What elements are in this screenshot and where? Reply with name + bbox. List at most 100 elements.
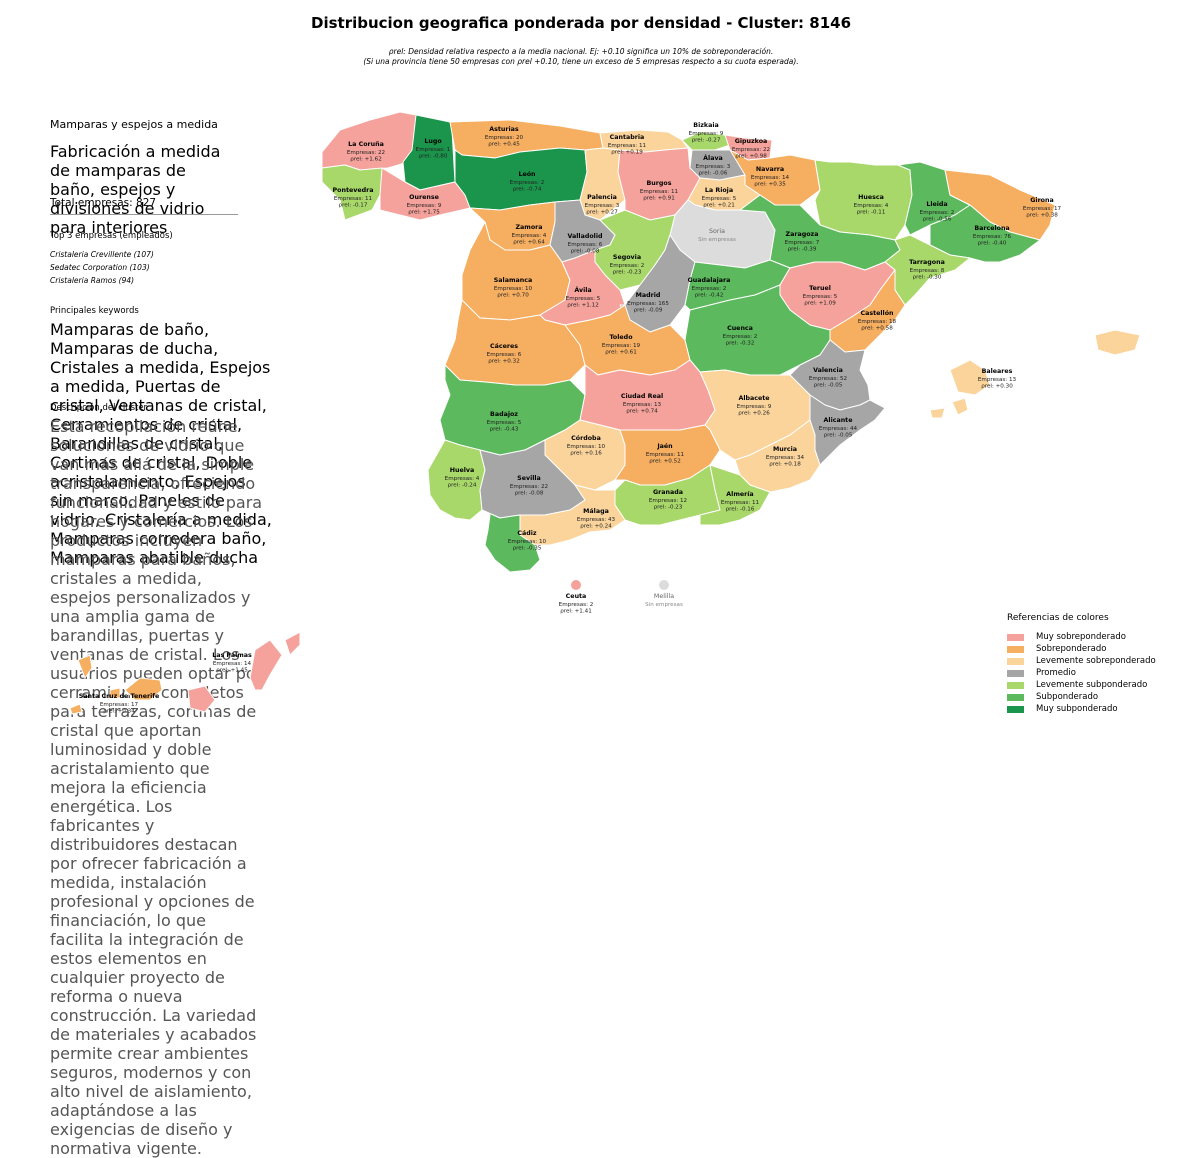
label-lugo: Lugo	[424, 138, 442, 145]
rho-las-palmas: ρrel: +1.45	[216, 668, 248, 674]
province-cadiz	[481, 509, 541, 573]
density-note-line-2: (Si una provincia tiene 50 empresas con …	[363, 57, 799, 66]
legend-label: Muy subponderado	[1036, 704, 1118, 714]
label-tarragona: Tarragona	[909, 259, 945, 266]
rho-ciudad-real: ρrel: +0.74	[626, 409, 658, 415]
count-ciudad-real: Empresas: 13	[623, 402, 662, 408]
legend-item: Promedio	[1007, 667, 1156, 679]
rho-zaragoza: ρrel: -0.39	[788, 247, 817, 253]
rho-huelva: ρrel: -0.24	[448, 483, 477, 489]
legend-label: Levemente sobreponderado	[1036, 656, 1156, 666]
label-bizkaia: Bizkaia	[693, 122, 718, 129]
rho-avila: ρrel: +1.12	[567, 303, 599, 309]
legend-item: Subponderado	[1007, 691, 1156, 703]
count-tarragona: Empresas: 8	[910, 268, 945, 274]
label-la-rioja: La Rioja	[705, 187, 733, 194]
count-avila: Empresas: 5	[566, 296, 601, 302]
label-sevilla: Sevilla	[517, 475, 541, 482]
label-barcelona: Barcelona	[974, 225, 1009, 232]
rho-valencia: ρrel: -0.05	[814, 383, 843, 389]
rho-huesca: ρrel: -0.11	[857, 210, 886, 216]
legend-item: Muy sobreponderado	[1007, 631, 1156, 643]
rho-la-coruna: ρrel: +1.62	[350, 157, 382, 163]
rho-cordoba: ρrel: +0.16	[570, 451, 602, 457]
count-burgos: Empresas: 11	[640, 189, 679, 195]
province-almeria	[699, 464, 771, 526]
count-las-palmas: Empresas: 14	[213, 661, 252, 667]
province-santa-cruz-de-tenerife-part-3	[109, 687, 121, 699]
count-malaga: Empresas: 43	[577, 517, 616, 523]
count-madrid: Empresas: 165	[627, 301, 669, 307]
rho-badajoz: ρrel: -0.43	[490, 427, 519, 433]
legend-label: Subponderado	[1036, 692, 1099, 702]
count-santa-cruz-de-tenerife: Empresas: 17	[100, 702, 139, 708]
rho-madrid: ρrel: -0.09	[634, 308, 663, 314]
legend-swatch	[1007, 645, 1024, 653]
count-ourense: Empresas: 9	[407, 203, 442, 209]
count-palencia: Empresas: 3	[585, 203, 620, 209]
province-ourense	[379, 167, 471, 221]
rho-bizkaia: ρrel: -0.27	[692, 138, 721, 144]
count-baleares: Empresas: 13	[978, 377, 1017, 383]
legend-item: Levemente subponderado	[1007, 679, 1156, 691]
province-las-palmas-part-3	[187, 685, 216, 713]
label-soria: Soria	[709, 228, 725, 235]
label-valladolid: Valladolid	[567, 233, 602, 240]
count-la-coruna: Empresas: 22	[347, 150, 385, 156]
label-las-palmas: Las Palmas	[212, 652, 252, 659]
rho-teruel: ρrel: +1.09	[804, 301, 836, 307]
count-castellon: Empresas: 18	[858, 319, 897, 325]
count-segovia: Empresas: 2	[610, 263, 645, 269]
province-santa-cruz-de-tenerife	[124, 677, 163, 701]
label-salamanca: Salamanca	[494, 277, 532, 284]
count-la-rioja: Empresas: 5	[702, 196, 737, 202]
legend-title: Referencias de colores	[1007, 613, 1109, 623]
rho-tarragona: ρrel: -0.30	[913, 275, 942, 281]
label-alicante: Alicante	[824, 417, 853, 424]
count-zamora: Empresas: 4	[512, 233, 547, 239]
count-cadiz: Empresas: 10	[508, 539, 547, 545]
count-cuenca: Empresas: 2	[723, 334, 758, 340]
count-teruel: Empresas: 5	[803, 294, 838, 300]
count-lleida: Empresas: 2	[920, 210, 955, 216]
count-granada: Empresas: 12	[649, 498, 687, 504]
count-valladolid: Empresas: 6	[568, 242, 603, 248]
province-palencia	[579, 147, 626, 221]
label-cadiz: Cádiz	[517, 529, 537, 537]
legend-swatch	[1007, 681, 1024, 689]
count-caceres: Empresas: 6	[487, 352, 522, 358]
legend-item: Sobreponderado	[1007, 643, 1156, 655]
rho-jaen: ρrel: +0.52	[649, 459, 681, 465]
rho-albacete: ρrel: +0.26	[738, 411, 770, 417]
label-baleares: Baleares	[982, 368, 1013, 375]
rho-murcia: ρrel: +0.18	[769, 462, 801, 468]
count-soria: Sin empresas	[698, 237, 736, 243]
count-huelva: Empresas: 4	[445, 476, 480, 482]
rho-toledo: ρrel: +0.61	[605, 350, 637, 356]
rho-granada: ρrel: -0.23	[654, 505, 683, 511]
province-melilla	[659, 580, 669, 590]
count-zaragoza: Empresas: 7	[785, 240, 820, 246]
rho-caceres: ρrel: +0.32	[488, 359, 520, 365]
label-avila: Ávila	[574, 285, 591, 294]
province-pontevedra	[321, 164, 389, 221]
rho-pontevedra: ρrel: -0.17	[339, 203, 368, 209]
label-teruel: Teruel	[809, 285, 831, 292]
rho-la-rioja: ρrel: +0.21	[703, 203, 735, 209]
label-toledo: Toledo	[609, 334, 633, 341]
legend-item: Levemente sobreponderado	[1007, 655, 1156, 667]
rho-navarra: ρrel: +0.35	[754, 182, 786, 188]
count-girona: Empresas: 17	[1023, 206, 1062, 212]
rho-burgos: ρrel: +0.91	[643, 196, 675, 202]
rho-barcelona: ρrel: -0.40	[978, 241, 1007, 247]
label-castellon: Castellón	[860, 309, 893, 317]
count-badajoz: Empresas: 5	[487, 420, 522, 426]
rho-alava: ρrel: -0.06	[699, 171, 728, 177]
legend-label: Sobreponderado	[1036, 644, 1107, 654]
rho-santa-cruz-de-tenerife: ρrel: +0.34	[103, 709, 135, 715]
province-santa-cruz-de-tenerife-part-2	[77, 654, 93, 679]
rho-cantabria: ρrel: +0.19	[611, 150, 643, 156]
label-palencia: Palencia	[587, 194, 617, 201]
rho-salamanca: ρrel: +0.70	[497, 293, 529, 299]
